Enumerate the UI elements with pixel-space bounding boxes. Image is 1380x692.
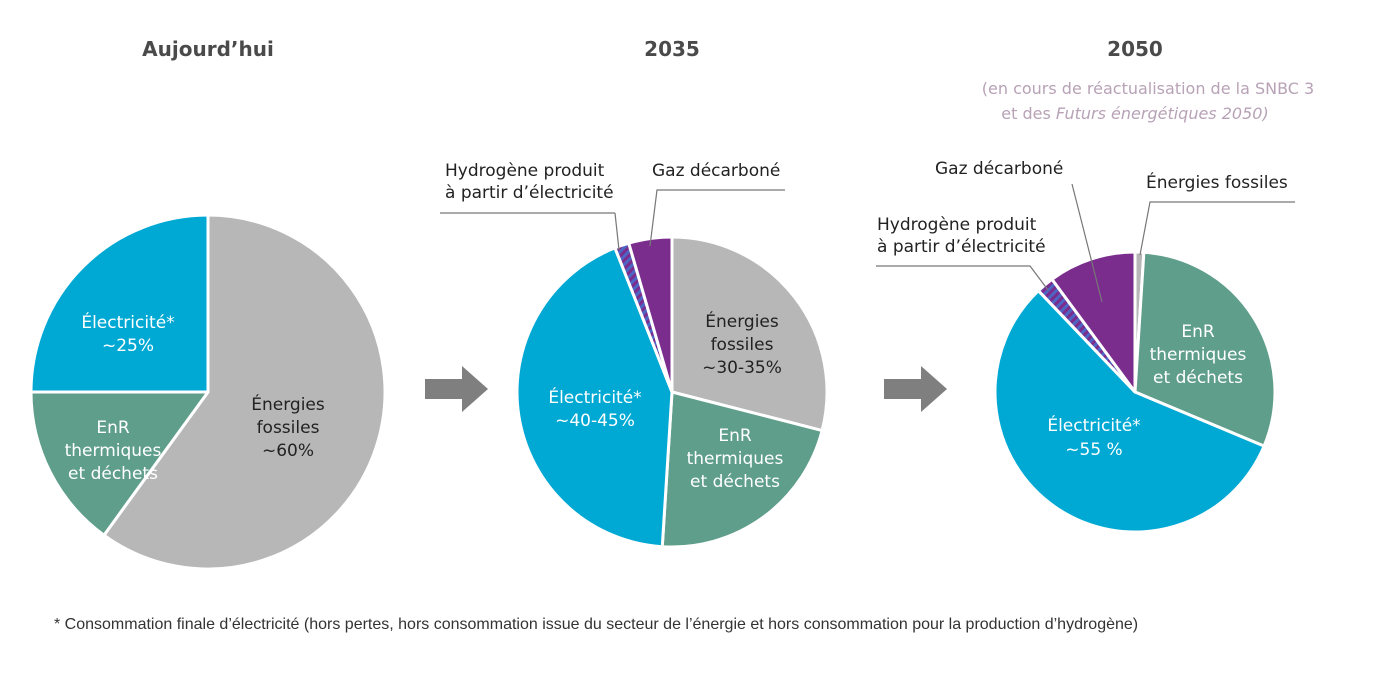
label-enr-today-2: thermiques <box>65 441 162 461</box>
chart-title-2035: 2035 <box>644 37 700 61</box>
pie-today <box>29 213 387 571</box>
label-electricite-2050-2: ~55 % <box>1065 440 1122 460</box>
label-fossiles-2035-3: ~30-35% <box>702 358 782 378</box>
arrow-right-icon <box>425 366 488 412</box>
footnote: * Consommation finale d’électricité (hor… <box>54 616 1138 633</box>
pie-slice-enr <box>1133 250 1277 448</box>
pie-2035 <box>515 235 829 549</box>
label-electricite-2035-1: Électricité* <box>548 386 641 408</box>
callout-hydrogene-2050-line1: Hydrogène produit <box>877 215 1037 235</box>
label-enr-2035-3: et déchets <box>690 472 780 492</box>
pie-slice-fossiles <box>102 213 387 571</box>
update-note-line1: (en cours de réactualisation de la SNBC … <box>982 79 1314 98</box>
chart-title-today: Aujourd’hui <box>142 37 274 61</box>
callout-fossiles-2050: Énergies fossiles <box>1146 171 1288 193</box>
pie-slice-fossiles <box>670 235 829 433</box>
label-electricite-today-1: Électricité* <box>81 311 174 333</box>
pie-slice-gaz <box>627 235 674 394</box>
update-note-italic: Futurs énergétiques 2050) <box>1056 104 1269 123</box>
label-electricite-today-2: ~25% <box>102 336 154 356</box>
label-enr-2035-2: thermiques <box>687 449 784 469</box>
arrow-right-icon <box>884 366 947 412</box>
callout-hydrogene-2035-line2: à partir d’électricité <box>445 183 614 203</box>
leader-line-gaz-2035 <box>649 189 785 247</box>
update-note-prefix: et des <box>1001 104 1056 123</box>
pie-slice-electricite <box>515 246 674 549</box>
label-electricite-2035-2: ~40-45% <box>555 411 635 431</box>
update-note-line2: et des Futurs énergétiques 2050) <box>1001 104 1268 123</box>
label-fossiles-2035-2: fossiles <box>711 335 774 355</box>
callout-gaz-2050: Gaz décarboné <box>935 159 1063 179</box>
pie-2050 <box>993 250 1277 534</box>
leader-line-gaz-2050 <box>1071 183 1103 303</box>
chart-title-2050: 2050 <box>1107 37 1163 61</box>
pie-slice-enr <box>660 390 824 549</box>
label-enr-2050-2: thermiques <box>1150 345 1247 365</box>
pie-slice-electricite <box>29 213 210 394</box>
pie-slice-enr <box>29 390 210 537</box>
label-enr-today-3: et déchets <box>68 464 158 484</box>
label-enr-today-1: EnR <box>96 418 130 438</box>
callout-gaz-2035: Gaz décarboné <box>652 161 780 181</box>
pie-slice-electricite <box>993 289 1266 534</box>
label-fossiles-today-3: ~60% <box>262 441 314 461</box>
label-fossiles-today-1: Énergies <box>251 393 325 415</box>
callout-hydrogene-2050-line2: à partir d’électricité <box>877 237 1046 257</box>
label-fossiles-2035-1: Énergies <box>705 310 779 332</box>
label-enr-2035-1: EnR <box>718 426 752 446</box>
leader-line-hydrogene-2050 <box>876 265 1049 291</box>
label-enr-2050-1: EnR <box>1181 322 1215 342</box>
leader-line-hydrogene-2035-tail <box>614 212 620 251</box>
leader-line-fossiles-2050 <box>1139 201 1295 256</box>
callout-hydrogene-2035-line1: Hydrogène produit <box>445 161 605 181</box>
label-electricite-2050-1: Électricité* <box>1047 414 1140 436</box>
label-fossiles-today-2: fossiles <box>257 418 320 438</box>
label-enr-2050-3: et déchets <box>1153 368 1243 388</box>
